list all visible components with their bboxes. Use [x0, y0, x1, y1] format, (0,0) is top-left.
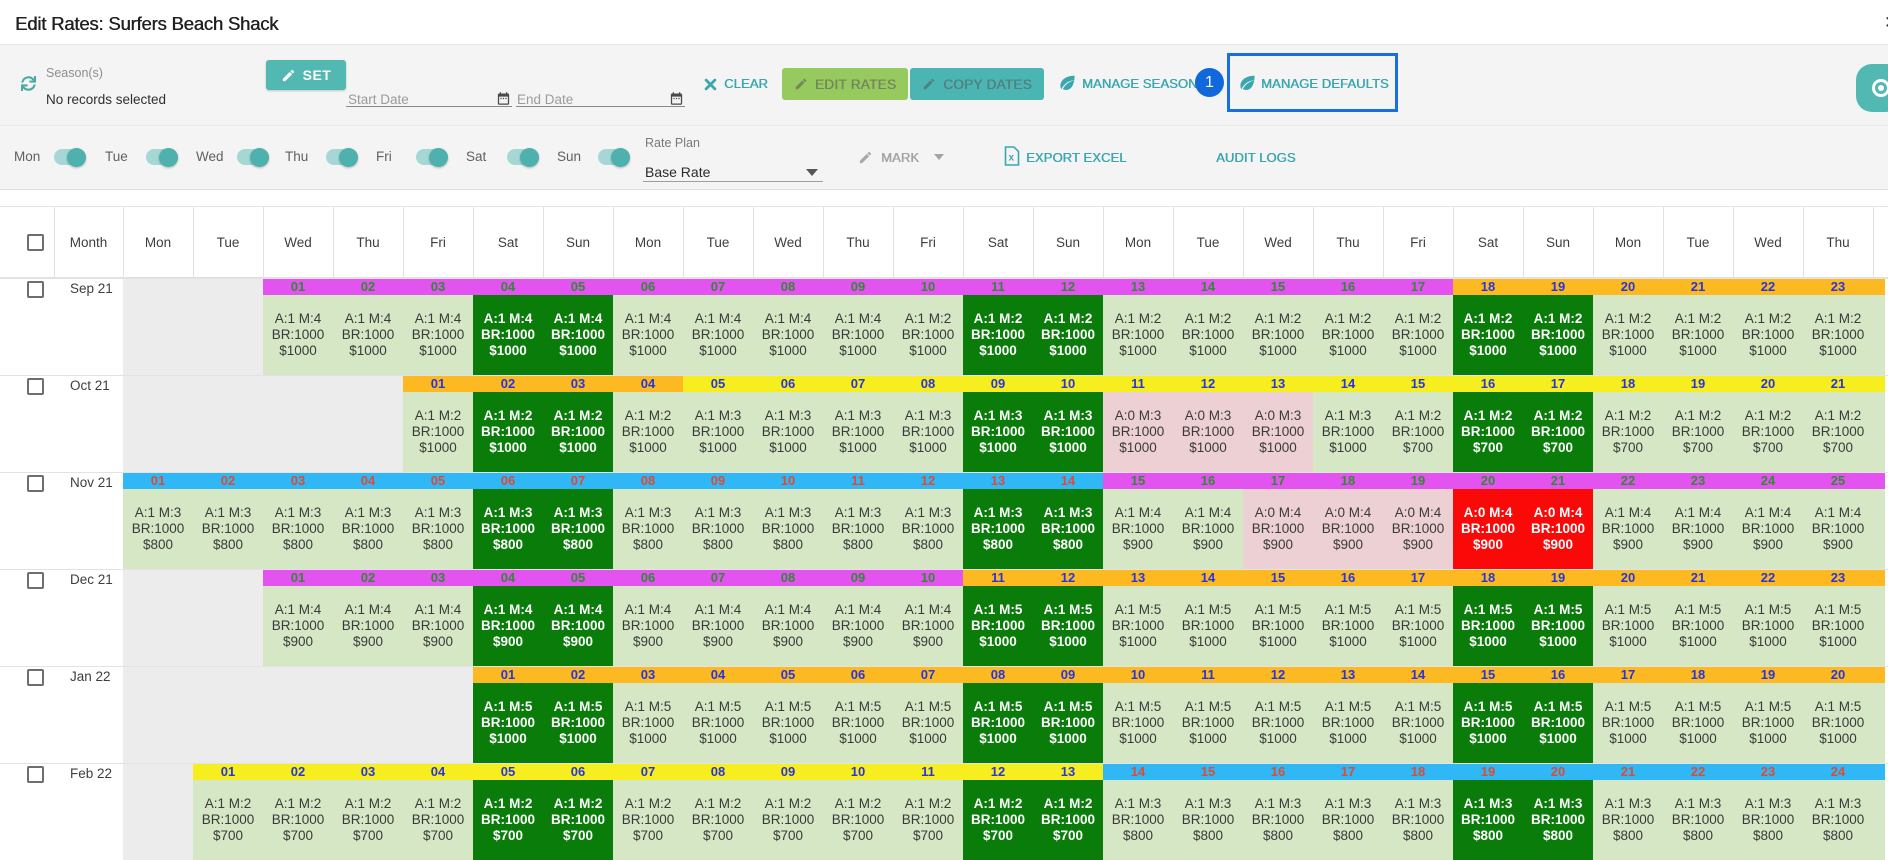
svg-text:x: x: [1009, 153, 1015, 164]
